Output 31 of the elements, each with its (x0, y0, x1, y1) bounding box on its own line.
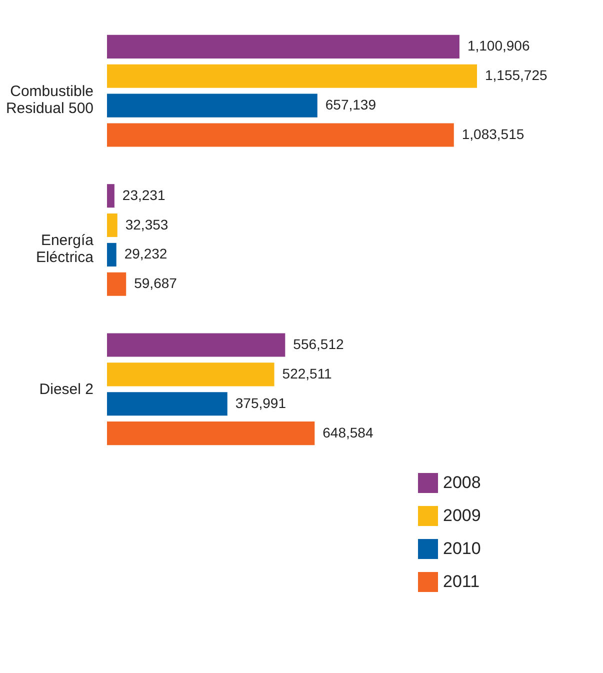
y-tick-label: Energía Eléctrica (36, 232, 94, 266)
y-tick-label: Combustible Residual 500 (6, 82, 94, 117)
bar (107, 242, 116, 266)
data-label: 1,100,906 (467, 38, 530, 54)
bar (107, 422, 315, 446)
data-label: 556,512 (293, 336, 344, 352)
bar (107, 34, 460, 58)
bar (107, 123, 454, 147)
data-label: 29,232 (124, 246, 168, 262)
data-label: 648,584 (322, 424, 374, 440)
bar (107, 214, 118, 238)
data-label: 522,511 (282, 365, 332, 382)
data-label: 23,231 (122, 186, 166, 203)
bar (107, 64, 477, 88)
bar (107, 184, 114, 208)
data-label: 59,687 (134, 275, 178, 292)
bar (107, 333, 286, 357)
legend-label: 2010 (443, 539, 481, 558)
bar (107, 362, 274, 386)
data-label: 32,353 (125, 216, 168, 232)
bar (107, 94, 318, 118)
data-label: 1,083,515 (462, 126, 524, 142)
legend-label: 2008 (443, 473, 481, 492)
data-label: 375,991 (235, 394, 286, 411)
data-label: 657,139 (325, 96, 376, 113)
data-label: 1,155,725 (485, 67, 548, 84)
y-tick-label: Diesel 2 (39, 381, 94, 398)
legend-label: 2009 (443, 506, 481, 525)
legend-label: 2011 (443, 572, 480, 591)
bar (107, 272, 126, 296)
bar (107, 392, 228, 416)
